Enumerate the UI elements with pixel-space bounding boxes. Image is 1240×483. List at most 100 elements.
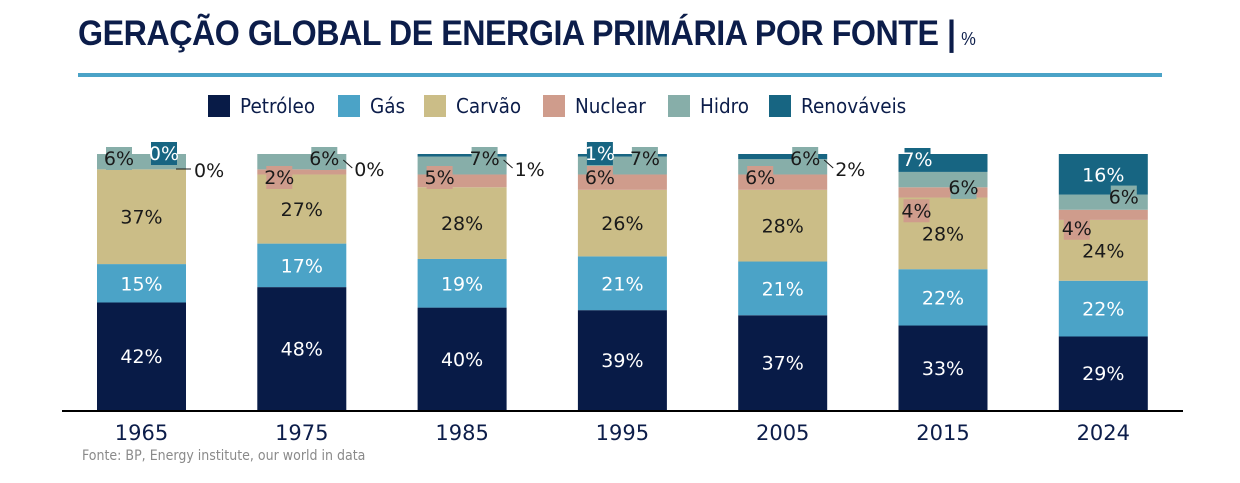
data-label-renovaveis-2015: 7% — [902, 149, 932, 171]
data-label-renovaveis-1985: 1% — [515, 159, 545, 181]
data-label-petroleo-1995: 39% — [601, 350, 643, 372]
data-label-bg-nuclear-1975 — [266, 166, 293, 189]
legend-swatch-nuclear — [542, 95, 565, 117]
bar-segment-renovaveis-2005 — [738, 154, 828, 160]
bar-segment-petroleo-2024 — [1058, 336, 1148, 410]
bar-segment-nuclear-1975 — [257, 169, 347, 175]
x-tick-label-2005: 2005 — [756, 421, 809, 445]
data-label-petroleo-1975: 48% — [281, 339, 323, 361]
data-label-petroleo-2015: 33% — [922, 358, 964, 380]
data-label-renovaveis-1975: 0% — [354, 159, 384, 181]
data-label-bg-hidro-1975 — [311, 147, 338, 170]
data-label-bg-hidro-2005 — [792, 147, 819, 170]
leader-line-renovaveis-2005 — [823, 159, 834, 169]
legend-label-carvao: Carvão — [455, 94, 521, 118]
x-tick-label-1965: 1965 — [115, 421, 168, 445]
data-label-bg-nuclear-2024 — [1063, 216, 1090, 240]
bar-segment-petroleo-2005 — [738, 315, 828, 410]
bar-group-1995: 39% 21% 26% 6% 7% 1% — [577, 142, 667, 410]
bar-segment-gas-1985 — [417, 258, 507, 308]
data-label-bg-hidro-1995 — [631, 147, 658, 170]
data-label-hidro-1985: 7% — [470, 148, 500, 170]
data-label-carvao-2005: 28% — [762, 216, 804, 238]
legend-swatch-gas — [337, 95, 360, 117]
bar-segment-nuclear-2024 — [1058, 209, 1148, 220]
data-label-bg-renovaveis-2015 — [904, 148, 931, 171]
data-label-bg-nuclear-2005 — [747, 166, 774, 189]
bar-group-2005: 37% 21% 28% 6% 6% 2% — [738, 147, 865, 410]
legend-swatch-hidro — [667, 95, 690, 117]
legend-item-renovaveis: Renováveis — [768, 94, 915, 118]
legend-label-gas: Gás — [369, 94, 405, 118]
legend-label-petroleo: Petróleo — [240, 94, 316, 118]
data-label-hidro-2024: 6% — [1109, 187, 1139, 209]
leader-line-renovaveis-1975 — [342, 159, 353, 169]
bar-segment-gas-1995 — [577, 256, 667, 311]
source-note: Fonte: BP, Energy institute, our world i… — [82, 448, 366, 464]
legend-item-petroleo: Petróleo — [208, 94, 322, 118]
bar-segment-renovaveis-1985 — [417, 154, 507, 157]
data-label-gas-1985: 19% — [441, 273, 483, 295]
data-label-nuclear-1995: 6% — [585, 167, 615, 189]
x-tick-label-1995: 1995 — [596, 421, 649, 445]
legend-label-renovaveis: Renováveis — [800, 94, 907, 118]
legend-label-nuclear: Nuclear — [574, 94, 646, 118]
data-label-nuclear-2015: 4% — [901, 200, 931, 222]
leader-line-renovaveis-1985 — [503, 159, 513, 169]
bar-group-2015: 33% 22% 28%4% 6% 7% — [898, 148, 988, 410]
data-label-petroleo-1965: 42% — [120, 346, 162, 368]
legend-swatch-carvao — [423, 95, 446, 117]
data-label-carvao-1965: 37% — [120, 207, 162, 229]
data-label-hidro-2015: 6% — [948, 177, 978, 199]
data-label-bg-hidro-1965 — [106, 147, 132, 170]
data-label-hidro-1975: 6% — [309, 148, 339, 170]
data-label-carvao-1985: 28% — [441, 213, 483, 235]
bar-segment-carvao-1965 — [97, 169, 186, 265]
data-label-bg-hidro-2024 — [1110, 185, 1137, 209]
data-label-bg-renovaveis-1995 — [586, 142, 613, 165]
bar-segment-petroleo-2015 — [898, 325, 988, 410]
data-label-renovaveis-2005: 2% — [835, 159, 865, 181]
data-label-bg-renovaveis-1965 — [151, 142, 177, 165]
bar-segment-gas-2024 — [1058, 280, 1148, 337]
data-label-bg-nuclear-2015 — [903, 199, 930, 223]
legend-label-hidro: Hidro — [699, 94, 749, 118]
legend: Petróleo Gás Carvão Nuclear Hidro Renováveis — [208, 94, 931, 118]
data-label-gas-1965: 15% — [120, 273, 162, 295]
data-label-nuclear-1965: 0% — [194, 160, 224, 182]
bar-segment-petroleo-1975 — [257, 287, 347, 410]
data-label-petroleo-2024: 29% — [1082, 363, 1124, 385]
data-label-bg-hidro-2015 — [950, 175, 977, 199]
legend-item-carvao: Carvão — [423, 94, 527, 118]
bar-segment-petroleo-1965 — [97, 302, 186, 410]
bar-segment-gas-1975 — [257, 243, 347, 288]
chart-title: GERAÇÃO GLOBAL DE ENERGIA PRIMÁRIA POR F… — [78, 14, 976, 54]
data-label-hidro-1995: 7% — [630, 148, 660, 170]
data-label-renovaveis-2024: 16% — [1082, 164, 1124, 186]
data-label-carvao-2024: 24% — [1082, 240, 1124, 262]
x-tick-label-2024: 2024 — [1077, 421, 1130, 445]
data-label-carvao-2015: 28% — [922, 223, 964, 245]
legend-swatch-petroleo — [208, 95, 230, 117]
bar-segment-carvao-1995 — [577, 189, 667, 257]
data-label-gas-2015: 22% — [922, 287, 964, 309]
bar-segment-renovaveis-1995 — [577, 154, 667, 157]
data-label-nuclear-1975: 2% — [264, 167, 294, 189]
bar-segment-carvao-1985 — [417, 187, 507, 259]
data-label-petroleo-1985: 40% — [441, 349, 483, 371]
data-label-renovaveis-1965: 0% — [149, 143, 179, 165]
bar-group-1965: 42% 15% 37% 0% 6% 0% — [97, 142, 224, 410]
data-label-carvao-1975: 27% — [281, 199, 323, 221]
bar-segment-gas-2015 — [898, 269, 988, 326]
legend-item-gas: Gás — [337, 94, 408, 118]
data-label-petroleo-2005: 37% — [762, 353, 804, 375]
legend-item-nuclear: Nuclear — [542, 94, 652, 118]
data-label-gas-1975: 17% — [281, 255, 323, 277]
bar-segment-carvao-2005 — [738, 189, 828, 262]
chart-title-unit: % — [961, 29, 976, 49]
chart-title-text: GERAÇÃO GLOBAL DE ENERGIA PRIMÁRIA POR F… — [78, 14, 956, 53]
data-label-bg-nuclear-1985 — [426, 166, 453, 189]
bar-segment-gas-1965 — [97, 264, 186, 303]
x-tick-label-1985: 1985 — [435, 421, 488, 445]
